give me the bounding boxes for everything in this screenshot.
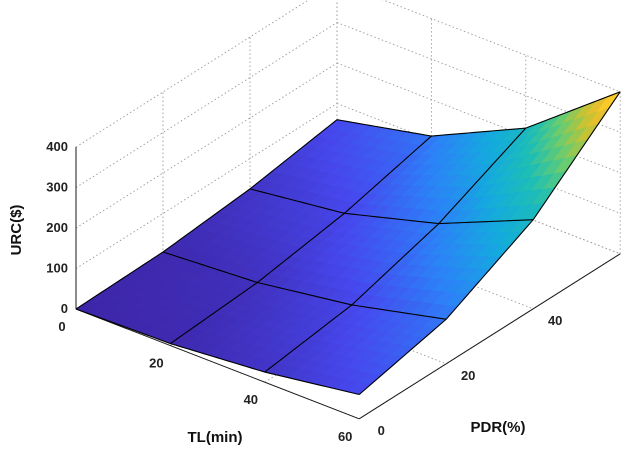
mesh-line [264, 127, 527, 373]
y-axis-line [358, 253, 621, 420]
x-tick-label: 60 [338, 429, 352, 444]
grid-line [75, 22, 338, 188]
surface-layer [75, 91, 621, 395]
y-tick-label: 0 [378, 423, 385, 438]
grid-line [75, 103, 338, 269]
x-tick-label: 40 [244, 392, 258, 407]
x-axis-label: TL(min) [188, 429, 243, 446]
mesh-line [358, 91, 621, 395]
mesh-line [162, 251, 447, 320]
z-axis-label: URC($) [8, 205, 25, 256]
x-tick-label: 0 [58, 319, 65, 334]
grid-line [75, 0, 310, 148]
x-tick-label: 20 [149, 356, 163, 371]
mesh-line [75, 308, 360, 396]
z-tick-label: 400 [46, 139, 68, 154]
grid-line [75, 62, 338, 229]
y-axis-label: PDR(%) [471, 419, 526, 436]
mesh-line [249, 188, 534, 225]
grid-line [336, 143, 621, 255]
mesh-line [336, 91, 621, 137]
grid-line [336, 103, 621, 214]
y-tick-label: 20 [461, 368, 475, 383]
x-axis-line [75, 308, 360, 420]
mesh-layer [75, 91, 621, 396]
z-tick-label: 100 [46, 261, 68, 276]
grid-line [249, 198, 534, 310]
z-tick-label: 0 [61, 301, 68, 316]
grid-line [382, 0, 621, 93]
y-tick-label: 40 [548, 313, 562, 328]
z-tick-label: 200 [46, 220, 68, 235]
mesh-line [170, 135, 432, 345]
mesh-line [75, 119, 338, 310]
ticks-layer: 010020030040002040600204060 [46, 139, 562, 444]
axes-layer [75, 147, 621, 420]
z-tick-label: 300 [46, 180, 68, 195]
